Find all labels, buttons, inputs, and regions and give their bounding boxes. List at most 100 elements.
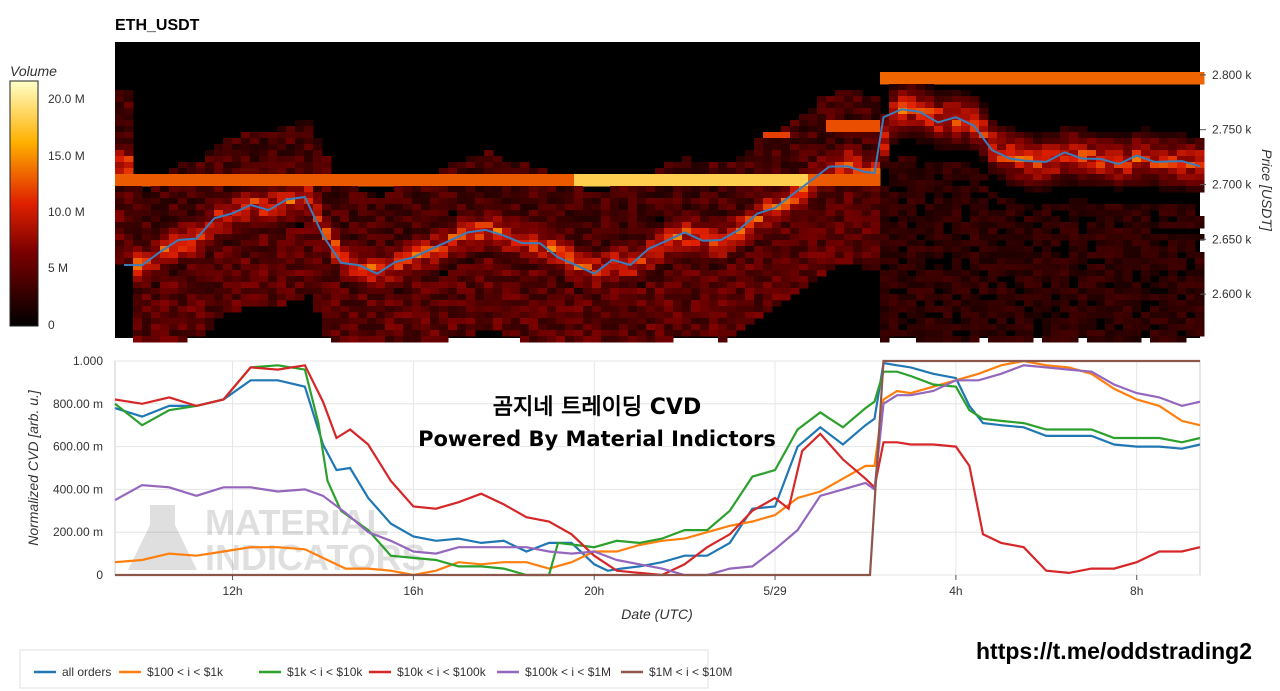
heatmap-cell [151, 234, 161, 241]
heatmap-cell [817, 96, 827, 103]
heatmap-cell [826, 120, 836, 127]
heatmap-cell [241, 258, 251, 265]
heatmap-cell [763, 264, 773, 271]
heatmap-cell [1060, 264, 1070, 271]
heatmap-cell [799, 144, 809, 151]
heatmap-cell [1033, 138, 1043, 145]
heatmap-cell [268, 216, 278, 223]
heatmap-cell [853, 126, 863, 133]
heatmap-cell [709, 300, 719, 307]
heatmap-cell [466, 204, 476, 211]
heatmap-cell [304, 234, 314, 241]
heatmap-cell [223, 150, 233, 157]
heatmap-cell [1195, 270, 1205, 277]
heatmap-cell [322, 246, 332, 253]
heatmap-cell [628, 198, 638, 205]
heatmap-cell [1150, 168, 1160, 175]
heatmap-cell [736, 222, 746, 229]
heatmap-cell [241, 228, 251, 235]
cvd-x-axis: 12h 16h 20h 5/29 4h 8h [223, 575, 1143, 598]
heatmap-cell [1195, 288, 1205, 295]
heatmap-cell [340, 198, 350, 205]
heatmap-cell [151, 324, 161, 331]
heatmap-cell [619, 246, 629, 253]
heatmap-cell [1060, 174, 1070, 181]
heatmap-cell [790, 234, 800, 241]
heatmap-cell [1132, 162, 1142, 169]
heatmap-cell [673, 252, 683, 259]
heatmap-cell [781, 246, 791, 253]
heatmap-cell [403, 312, 413, 319]
heatmap-cell [799, 252, 809, 259]
heatmap-cell [214, 168, 224, 175]
heatmap-cell [1069, 324, 1079, 331]
heatmap-cell [421, 186, 431, 193]
heatmap-cell [169, 210, 179, 217]
heatmap-cell [466, 240, 476, 247]
heatmap-cell [817, 132, 827, 139]
heatmap-cell [664, 300, 674, 307]
heatmap-cell [520, 186, 530, 193]
heatmap-cell [349, 174, 359, 181]
heatmap-cell [1159, 300, 1169, 307]
heatmap-cell [511, 210, 521, 217]
heatmap-cell [367, 288, 377, 295]
heatmap-cell [367, 336, 377, 343]
heatmap-cell [592, 300, 602, 307]
heatmap-cell [862, 258, 872, 265]
heatmap-cell [304, 258, 314, 265]
heatmap-cell [1186, 138, 1196, 145]
heatmap-cell [673, 246, 683, 253]
heatmap-cell [1132, 156, 1142, 163]
heatmap-cell [754, 156, 764, 163]
legend-item-label: $1M < i < $10M [649, 665, 732, 679]
heatmap-cell [367, 318, 377, 325]
heatmap-cell [178, 246, 188, 253]
heatmap-cell [619, 276, 629, 283]
heatmap-cell [628, 240, 638, 247]
telegram-link[interactable]: https://t.me/oddstrading2 [976, 638, 1252, 664]
heatmap-cell [619, 294, 629, 301]
heatmap-cell [781, 252, 791, 259]
heatmap-cell [160, 198, 170, 205]
heatmap-cell [646, 336, 656, 343]
heatmap-cell [799, 132, 809, 139]
heatmap-cell [718, 330, 728, 337]
heatmap-cell [628, 186, 638, 193]
heatmap-cell [970, 180, 980, 187]
heatmap-cell [493, 288, 503, 295]
heatmap-cell [187, 294, 197, 301]
heatmap-cell [277, 288, 287, 295]
heatmap-cell [1105, 330, 1115, 337]
heatmap-cell [853, 246, 863, 253]
heatmap-cell [808, 174, 818, 181]
heatmap-cell [1105, 276, 1115, 283]
heatmap-cell [349, 186, 359, 193]
heatmap-cell [241, 234, 251, 241]
heatmap-cell [268, 222, 278, 229]
heatmap-cell [160, 270, 170, 277]
heatmap-cell [745, 306, 755, 313]
heatmap-cell [691, 168, 701, 175]
heatmap-cell [511, 222, 521, 229]
heatmap-cell [952, 96, 962, 103]
heatmap-cell [448, 186, 458, 193]
heatmap-cell [700, 210, 710, 217]
heatmap-cell [1123, 300, 1133, 307]
heatmap-cell [1051, 216, 1061, 223]
heatmap-cell [961, 102, 971, 109]
heatmap-cell [610, 300, 620, 307]
heatmap-cell [151, 198, 161, 205]
heatmap-cell [862, 162, 872, 169]
heatmap-cell [1132, 168, 1142, 175]
heatmap-cell [880, 228, 890, 235]
heatmap-cell [1069, 180, 1079, 187]
heatmap-cell [484, 258, 494, 265]
heatmap-cell [952, 198, 962, 205]
heatmap-cell [952, 336, 962, 343]
heatmap-cell [331, 192, 341, 199]
heatmap-cell [493, 246, 503, 253]
heatmap-cell [853, 216, 863, 223]
heatmap-cell [880, 318, 890, 325]
heatmap-cell [916, 276, 926, 283]
